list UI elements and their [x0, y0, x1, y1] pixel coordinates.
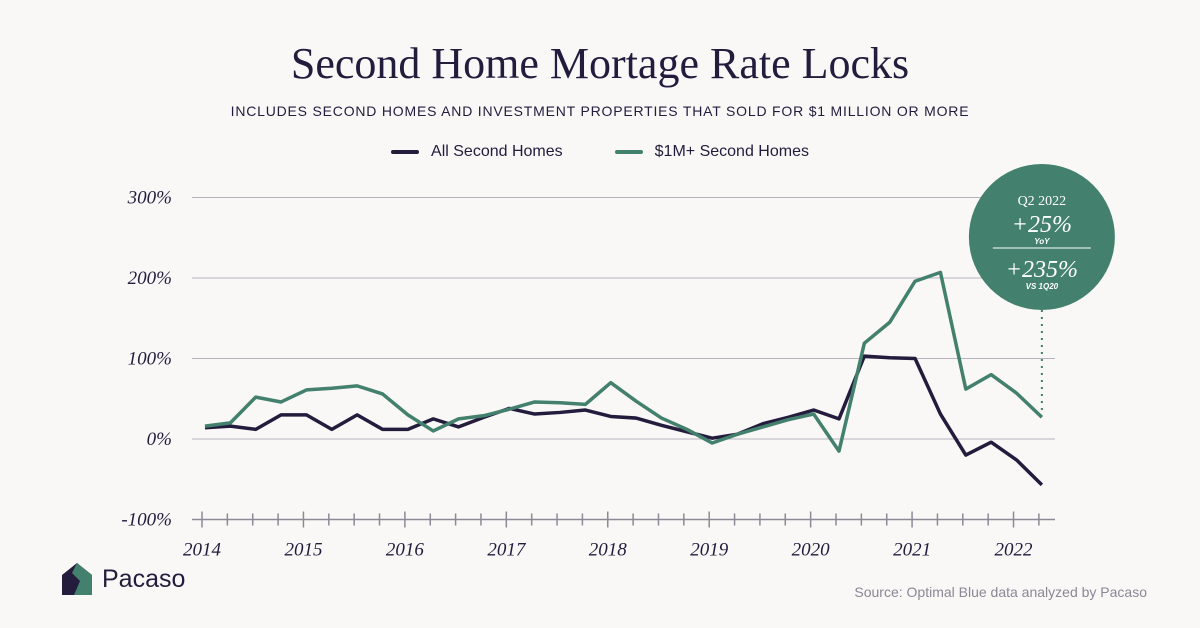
x-tick-label: 2020	[792, 540, 831, 561]
series-line-all-second-homes	[204, 354, 1044, 487]
y-tick-label: -100%	[121, 510, 172, 531]
legend-swatch-dark	[391, 150, 420, 154]
legend-item-all: All Second Homes	[391, 143, 563, 161]
y-tick-label: 100%	[128, 349, 172, 370]
chart-title: Second Home Mortage Rate Locks	[290, 39, 910, 88]
annotation-yoy-value: +25%	[1012, 212, 1072, 238]
x-tick-label: 2014	[183, 540, 222, 561]
chart-subtitle: INCLUDES SECOND HOMES AND INVESTMENT PRO…	[230, 103, 970, 119]
source-note: Source: Optimal Blue data analyzed by Pa…	[854, 584, 1147, 600]
annotation-vs-label: VS 1Q20	[1026, 282, 1059, 291]
x-tick-label: 2019	[690, 540, 729, 561]
legend-item-1m: $1M+ Second Homes	[614, 143, 809, 161]
x-tick-label: 2021	[893, 540, 931, 561]
annotation-period: Q2 2022	[1018, 194, 1067, 209]
annotation-vs-value: +235%	[1006, 257, 1078, 283]
legend: All Second Homes $1M+ Second Homes	[0, 143, 1200, 161]
annotation-bubble	[968, 164, 1115, 310]
legend-swatch-green	[614, 150, 643, 154]
y-tick-label: 300%	[127, 188, 172, 209]
x-tick-label: 2022	[995, 540, 1034, 561]
legend-label: All Second Homes	[431, 143, 563, 160]
x-tick-label: 2017	[487, 540, 527, 561]
x-tick-label: 2015	[284, 540, 322, 561]
series-line-1m-second-homes	[204, 270, 1044, 453]
x-tick-label: 2018	[589, 540, 628, 561]
pacaso-logo: Pacaso	[62, 563, 185, 595]
y-tick-label: 200%	[128, 268, 172, 289]
x-tick-label: 2016	[386, 540, 425, 561]
annotation-yoy-label: YoY	[1034, 237, 1050, 246]
y-tick-label: 0%	[147, 429, 172, 450]
legend-label: $1M+ Second Homes	[654, 143, 809, 160]
house-logo-icon	[62, 563, 92, 595]
brand-name: Pacaso	[102, 564, 186, 593]
